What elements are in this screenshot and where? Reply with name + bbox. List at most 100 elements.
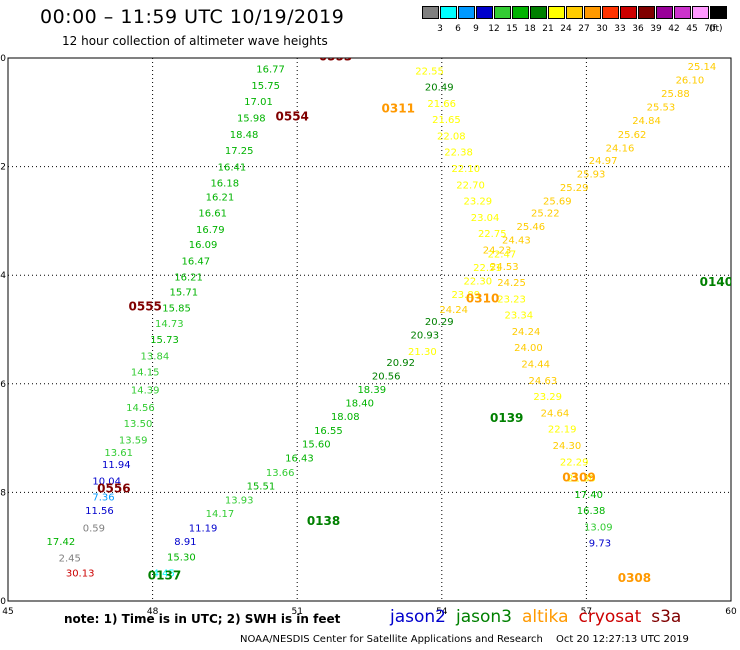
wave-height-label: 22.55 [415, 66, 444, 77]
pass-time-label: 0554 [276, 109, 309, 123]
wave-height-label: 27.4 [731, 8, 740, 19]
scale-swatch [458, 6, 475, 19]
wave-height-label: 10.04 [92, 476, 121, 487]
wave-height-label: 13.61 [104, 448, 133, 459]
wave-height-label: 8.91 [174, 537, 196, 548]
chart-subtitle: 12 hour collection of altimeter wave hei… [62, 34, 328, 48]
wave-height-label: 24.63 [529, 376, 558, 387]
wave-height-label: 25.69 [543, 197, 572, 208]
wave-height-label: 25.62 [618, 130, 647, 141]
pass-time-label: 0555 [129, 299, 162, 313]
wave-height-label: 24.25 [497, 278, 526, 289]
wave-height-label: 18.08 [331, 412, 360, 423]
wave-height-label: 25.29 [560, 183, 589, 194]
chart-note: note: 1) Time is in UTC; 2) SWH is in fe… [64, 612, 341, 626]
wave-height-label: 20.56 [372, 371, 401, 382]
wave-height-label: 23.23 [497, 294, 526, 305]
wave-height-label: 17.01 [244, 97, 273, 108]
scale-label: 33 [614, 24, 626, 34]
wave-height-label: 26.10 [676, 76, 705, 87]
wave-height-label: 22.19 [548, 425, 577, 436]
wave-height-label: 16.09 [189, 240, 218, 251]
scale-label: 3 [437, 24, 443, 34]
wave-height-label: 13.09 [584, 522, 613, 533]
wave-height-label: 15.73 [150, 335, 179, 346]
wave-height-label: 22.67 [401, 34, 430, 45]
scale-unit: (ft) [709, 24, 723, 34]
scale-label: 70 [704, 24, 716, 34]
wave-height-label: 17.25 [225, 146, 254, 157]
pass-time-label: 0310 [466, 291, 499, 305]
x-tick-label: 57 [581, 607, 592, 617]
scale-swatch [656, 6, 673, 19]
scale-swatch [584, 6, 601, 19]
pass-time-label: 0556 [97, 481, 130, 495]
wave-height-label: 24.97 [589, 156, 618, 167]
pass-time-label: 0308 [618, 571, 651, 585]
scale-label: 12 [488, 24, 500, 34]
scale-label: 15 [506, 24, 518, 34]
wave-height-label: 11.56 [85, 506, 114, 517]
wave-height-label: 30.13 [66, 569, 95, 580]
wave-height-label: 24.53 [490, 262, 519, 273]
wave-height-label: 24.43 [502, 236, 531, 247]
wave-height-label: 11.94 [102, 460, 131, 471]
chart-title: 00:00 – 11:59 UTC 10/19/2019 [40, 6, 345, 28]
legend-entry: s3a [651, 607, 682, 627]
wave-height-label: 22.75 [478, 229, 507, 240]
wave-height-label: 15.71 [169, 287, 198, 298]
scale-label: 27 [578, 24, 590, 34]
wave-height-label: 25.88 [661, 89, 690, 100]
scale-label: 45 [686, 24, 698, 34]
wave-height-label: 22.08 [437, 131, 466, 142]
footer-timestamp: Oct 20 12:27:13 UTC 2019 [556, 634, 689, 645]
scale-swatch [692, 6, 709, 19]
data-labels: 30.132.4517.420.5911.567.3610.0411.9413.… [47, 1, 740, 585]
wave-height-label: 24.23 [483, 245, 512, 256]
scale-swatch [602, 6, 619, 19]
wave-height-label: 16.79 [196, 225, 225, 236]
wave-height-label: 23.29 [533, 392, 562, 403]
y-tick-label: -54 [0, 271, 6, 281]
wave-height-label: 25.53 [647, 103, 676, 114]
wave-height-label: 23.89 [451, 290, 480, 301]
pass-time-label: 0309 [562, 471, 595, 485]
wave-height-label: 9.73 [589, 539, 611, 550]
wave-height-label: 24.64 [541, 408, 570, 419]
wave-height-label: 22.29 [560, 457, 589, 468]
wave-height-label: 14.17 [206, 509, 235, 520]
scale-label: 42 [668, 24, 680, 34]
wave-height-label: 16.47 [182, 256, 211, 267]
pass-time-label: 0138 [307, 514, 340, 528]
wave-height-label: 2.45 [59, 553, 81, 564]
wave-height-label: 20.49 [425, 83, 454, 94]
wave-height-label: 17.47 [278, 16, 307, 27]
wave-height-label: 16.43 [285, 453, 314, 464]
pass-time-label: 0140 [700, 275, 733, 289]
wave-height-label: 24.44 [521, 360, 550, 371]
wave-height-label: 14.39 [131, 386, 160, 397]
wave-height-label: 0.59 [83, 523, 105, 534]
wave-height-label: 24.84 [632, 116, 661, 127]
wave-height-label: 24.16 [606, 143, 635, 154]
y-tick-label: -58 [0, 488, 6, 498]
wave-height-label: 24.00 [514, 343, 543, 354]
wave-height-label: 23.34 [504, 311, 533, 322]
wave-height-label: 27.11 [724, 21, 740, 32]
x-tick-label: 54 [436, 607, 448, 617]
wave-height-label: 18.40 [345, 399, 374, 410]
wave-height-label: 11.19 [189, 523, 218, 534]
satellite-legend: jason2 jason3 altika cryosat s3a [390, 607, 691, 627]
wave-height-label: 25.14 [688, 62, 717, 73]
pass-time-label: 0553 [319, 50, 352, 64]
wave-height-label: 13.84 [141, 351, 170, 362]
wave-height-label: 21.30 [567, 474, 596, 485]
wave-height-label: 21.30 [408, 347, 437, 358]
wave-height-label: 20.92 [386, 358, 415, 369]
wave-height-label: 20.29 [425, 317, 454, 328]
y-tick-label: -56 [0, 380, 6, 390]
wave-height-label: 22.51 [473, 263, 502, 274]
wave-height-label: 20.27 [391, 1, 420, 12]
wave-height-label: 25.46 [517, 222, 546, 233]
wave-height-label: 13.93 [225, 495, 254, 506]
